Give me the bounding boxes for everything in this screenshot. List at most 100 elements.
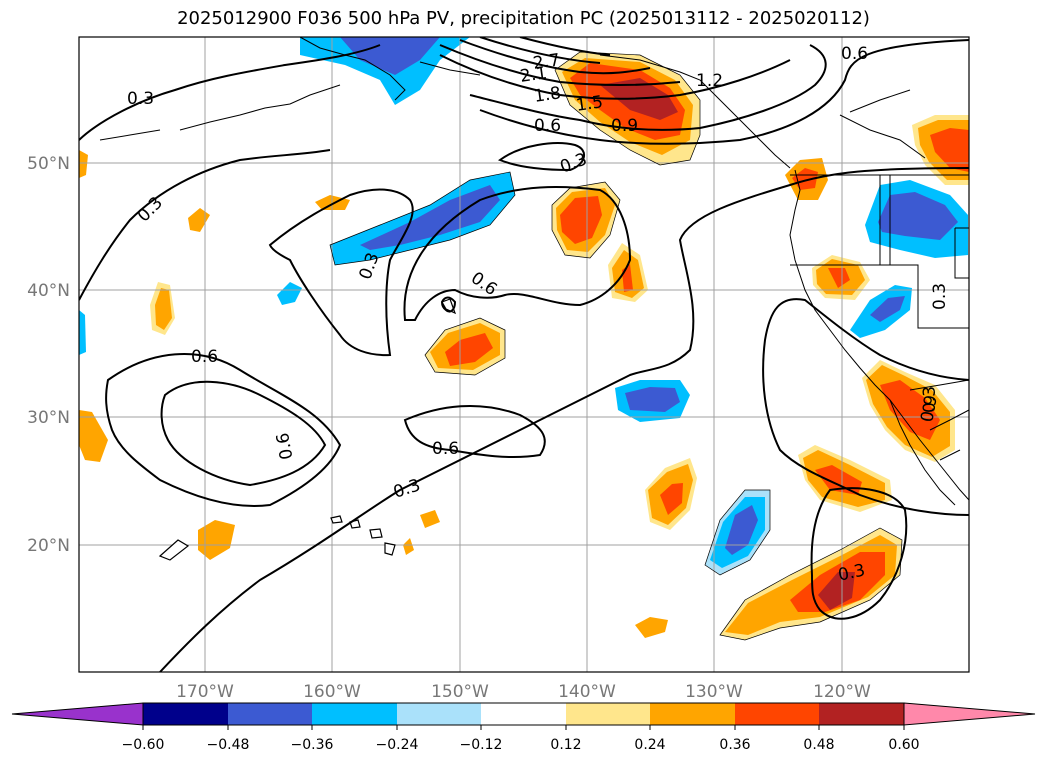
contour-label: 1.8	[533, 83, 563, 107]
contour-2.1	[479, 37, 601, 64]
contour-label: 0.9	[611, 116, 638, 136]
hawaii-4	[384, 542, 396, 556]
contour-0.3-west-lower	[79, 149, 331, 301]
colorbar-segment	[650, 703, 735, 725]
contour-0.3-main	[159, 167, 969, 672]
map-title: 2025012900 F036 500 hPa PV, precipitatio…	[177, 8, 870, 29]
contour-label: 0.6	[432, 439, 459, 459]
canada-interior	[839, 89, 926, 159]
precip-pos-135w-23n-core	[660, 483, 683, 515]
lon-label: 140°W	[558, 682, 616, 702]
colorbar-tick-label: −0.12	[460, 737, 503, 753]
precip-neg-central-core	[360, 185, 500, 250]
precip-pos-small-5	[198, 520, 235, 560]
precip-pos-ne-corner-strong	[930, 128, 969, 172]
colorbar-segment	[566, 703, 650, 725]
contour-label: 0.3	[930, 283, 950, 310]
contour-label: 0.6	[191, 347, 218, 367]
precip-outlines	[329, 51, 903, 641]
contour-0.3-se-loop	[810, 487, 908, 620]
lat-label: 20°N	[27, 536, 70, 556]
contour-0.6-center-left	[403, 404, 546, 459]
contour-2.7	[519, 37, 611, 56]
colorbar-extend-right	[903, 702, 1036, 726]
alaska-coast	[99, 37, 481, 141]
contour-0.3-coast	[762, 298, 969, 516]
contour-small-1	[497, 142, 585, 172]
colorbar-tick-label: 0.36	[719, 737, 750, 753]
contour-small-2	[440, 296, 457, 313]
contour-0.3-left-loop	[268, 188, 414, 357]
colorbar-tick-label: 0.48	[803, 737, 834, 753]
precip-neg-135w-core	[625, 387, 680, 412]
colorbar-tick-label: 0.24	[634, 737, 665, 753]
contour-0.6-inner	[160, 380, 327, 487]
lon-label: 120°W	[813, 682, 871, 702]
contour-label: 0.3	[127, 89, 154, 109]
lat-label: 40°N	[27, 281, 70, 301]
contour-label: 0.6	[273, 431, 297, 461]
precip-pos-140w-core	[560, 196, 602, 244]
precip-pos-small-7	[635, 617, 668, 638]
precip-pos-150w-core	[445, 333, 493, 366]
lon-axis: 170°W 160°W 150°W 140°W 130°W 120°W	[176, 682, 871, 702]
colorbar-tick-label: 0.60	[888, 737, 919, 753]
precip-neg-small-2	[79, 310, 86, 355]
precip-neg-idaho-core	[878, 192, 958, 240]
hawaii-5	[158, 539, 190, 561]
lon-label: 170°W	[176, 682, 234, 702]
contour-label: 0.6	[534, 116, 561, 136]
colorbar-tick-label: −0.48	[207, 737, 250, 753]
mexico-interior	[929, 409, 969, 461]
colorbar: −0.60 −0.48 −0.36 −0.24 −0.12 0.12 0.24 …	[11, 702, 1036, 753]
contour-1.2	[439, 54, 791, 100]
precip-neg-128w-core	[725, 505, 758, 555]
contour-0.6-large	[105, 353, 342, 507]
colorbar-segment	[397, 703, 481, 725]
colorbar-tick-label: −0.24	[376, 737, 419, 753]
state-border-5	[954, 228, 969, 279]
bc-coast	[599, 54, 791, 169]
colorbar-extend-left	[11, 702, 144, 726]
contour-0.3-west	[79, 44, 381, 141]
pv-contours	[79, 37, 969, 672]
precip-neg-gulf-alaska-core	[340, 37, 440, 75]
mexico-border	[909, 379, 969, 391]
precip-pos-small-9	[403, 538, 414, 555]
precip-pos-small-3	[79, 410, 108, 462]
state-border-2	[880, 264, 969, 329]
contour-label: 2.1	[519, 63, 549, 87]
colorbar-tick-label: 0.12	[550, 737, 581, 753]
contour-label: 0.6	[841, 44, 868, 64]
precip-pos-socal-core	[880, 380, 940, 440]
contour-label: 0.3	[920, 386, 940, 413]
baja	[889, 399, 956, 506]
lon-label: 160°W	[303, 682, 361, 702]
precip-pos-nca-core	[828, 268, 850, 288]
contour-label: 0.9	[917, 394, 941, 424]
colorbar-segment	[735, 703, 819, 725]
contour-label: 1.2	[696, 71, 723, 91]
contour-label: 1.5	[575, 92, 605, 116]
map-border	[78, 36, 970, 673]
lat-axis: 50°N 40°N 30°N 20°N	[27, 154, 70, 556]
lon-label: 130°W	[685, 682, 743, 702]
lat-label: 30°N	[27, 408, 70, 428]
contour-0.6-bc	[479, 39, 969, 145]
precip-pos-small-4	[79, 150, 88, 178]
colorbar-tick-label: −0.36	[291, 737, 334, 753]
precip-neg-nw-us-core	[870, 296, 905, 322]
colorbar-segment	[143, 703, 228, 725]
hawaii-3	[369, 528, 383, 539]
colorbar-segment	[228, 703, 312, 725]
map-area	[79, 37, 969, 672]
lat-label: 50°N	[27, 154, 70, 174]
colorbar-segment	[819, 703, 904, 725]
lon-label: 150°W	[431, 682, 489, 702]
contour-label: 2.7	[532, 50, 562, 74]
precip-pos-se-max	[818, 572, 855, 610]
hawaii-1	[330, 515, 343, 524]
precip-pos-small-2b	[155, 288, 172, 330]
colorbar-segment	[481, 703, 566, 725]
